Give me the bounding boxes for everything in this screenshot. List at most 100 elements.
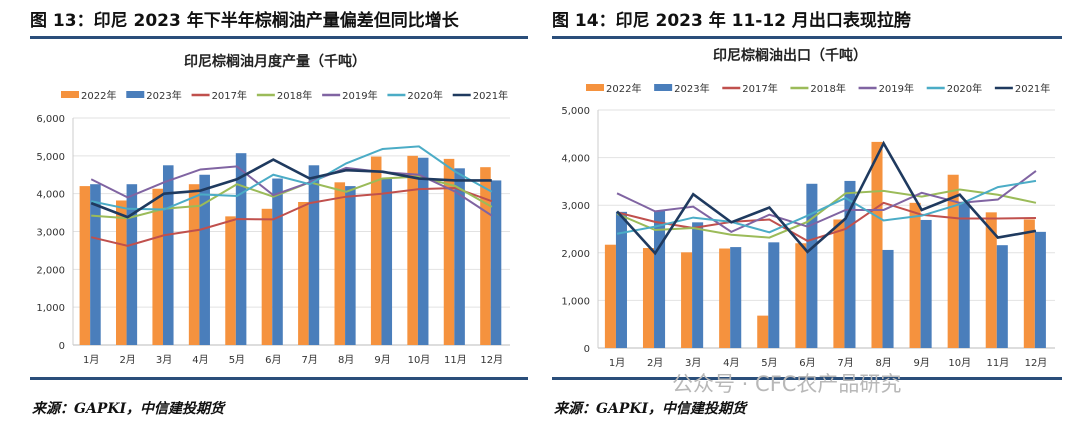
x-tick-label: 6月 [799,357,815,369]
legend-label: 2023年 [674,82,709,95]
bar-2023年 [654,210,666,348]
bar-2023年 [90,184,101,345]
bar-2023年 [730,247,742,348]
source-note: 来源：GAPKI，中信建投期货 [554,401,747,417]
bar-2022年 [985,212,997,348]
y-tick-label: 5,000 [561,106,590,117]
legend-label: 2017年 [212,89,247,102]
x-tick-label: 9月 [914,357,930,369]
bar-2022年 [116,200,127,345]
y-tick-label: 6,000 [36,114,65,125]
legend-swatch [586,84,604,91]
x-tick-label: 8月 [338,354,354,366]
bar-2023年 [768,242,780,348]
legend-label: 2022年 [606,82,641,95]
bar-2022年 [1023,219,1035,348]
bar-2022年 [480,167,491,345]
x-tick-label: 7月 [837,357,853,369]
legend-label: 2021年 [1015,82,1050,95]
bar-2022年 [407,155,418,345]
figure-13-caption: 图 13：印尼 2023 年下半年棕榈油产量偏差但同比增长 [30,11,459,31]
chart-title: 印尼棕榈油出口（千吨） [713,47,867,64]
x-tick-label: 1月 [83,354,99,366]
x-tick-label: 5月 [229,354,245,366]
legend-label: 2023年 [146,89,181,102]
x-tick-label: 3月 [156,354,172,366]
x-tick-label: 10月 [948,357,971,369]
chart-title: 印尼棕榈油月度产量（千吨） [184,53,366,70]
legend-label: 2018年 [277,89,312,102]
bar-2022年 [757,315,769,348]
bar-2023年 [417,157,429,345]
y-tick-label: 2,000 [36,265,65,276]
line-2020年 [91,145,493,211]
divider [30,377,528,380]
bar-2023年 [381,178,393,345]
bar-2022年 [225,216,236,345]
x-tick-label: 6月 [265,354,281,366]
bar-2023年 [308,165,320,345]
x-tick-label: 2月 [119,354,135,366]
bar-2022年 [443,158,455,345]
bar-2023年 [692,222,704,348]
bar-2022年 [298,201,309,345]
y-tick-label: 3,000 [561,201,590,212]
bar-2022年 [947,174,959,348]
x-tick-label: 1月 [609,357,625,369]
x-tick-label: 10月 [408,354,431,366]
legend-swatch [654,84,673,91]
bar-2022年 [642,248,655,348]
bar-2022年 [261,208,273,345]
bar-2023年 [235,153,247,345]
y-tick-label: 1,000 [36,303,65,314]
bar-2022年 [909,202,921,348]
bar-2023年 [806,183,818,348]
bar-2023年 [615,211,627,348]
bar-2023年 [272,178,283,345]
x-tick-label: 3月 [685,357,701,369]
y-tick-label: 2,000 [561,249,590,260]
watermark: 公众号 · CFC农产品研究 [672,372,902,396]
legend-label: 2018年 [810,82,845,95]
x-tick-label: 11月 [444,354,467,366]
legend-label: 2019年 [879,82,914,95]
legend-label: 2017年 [742,82,777,95]
bar-2022年 [604,244,616,348]
bar-2023年 [454,168,465,345]
bar-2023年 [162,165,174,345]
bar-2023年 [126,184,138,345]
bar-2023年 [345,186,356,345]
legend-label: 2021年 [473,89,508,102]
bar-2023年 [199,174,210,345]
x-tick-label: 4月 [192,354,208,366]
bar-2022年 [79,186,91,345]
divider [552,377,1062,380]
x-tick-label: 2月 [647,357,663,369]
y-tick-label: 4,000 [36,190,65,201]
y-tick-label: 0 [584,344,590,355]
y-tick-label: 5,000 [36,152,65,163]
x-tick-label: 12月 [1025,357,1048,369]
bar-2023年 [1034,231,1046,348]
legend-swatch [61,91,79,98]
bar-2022年 [334,182,346,345]
legend-label: 2020年 [407,89,442,102]
y-tick-label: 3,000 [36,228,65,239]
bar-2022年 [152,188,163,345]
y-tick-label: 4,000 [561,154,590,165]
x-tick-label: 9月 [374,354,390,366]
legend-swatch [126,91,145,98]
bar-2023年 [996,245,1008,348]
bar-2022年 [833,219,845,348]
x-tick-label: 8月 [875,357,891,369]
x-tick-label: 4月 [723,357,739,369]
divider [552,36,1062,39]
bar-2022年 [370,156,382,345]
bar-2023年 [920,219,932,348]
bar-2022年 [871,141,883,348]
y-tick-label: 0 [59,341,65,352]
bar-2022年 [681,252,693,348]
line-2021年 [616,140,1037,256]
line-2021年 [90,158,492,219]
